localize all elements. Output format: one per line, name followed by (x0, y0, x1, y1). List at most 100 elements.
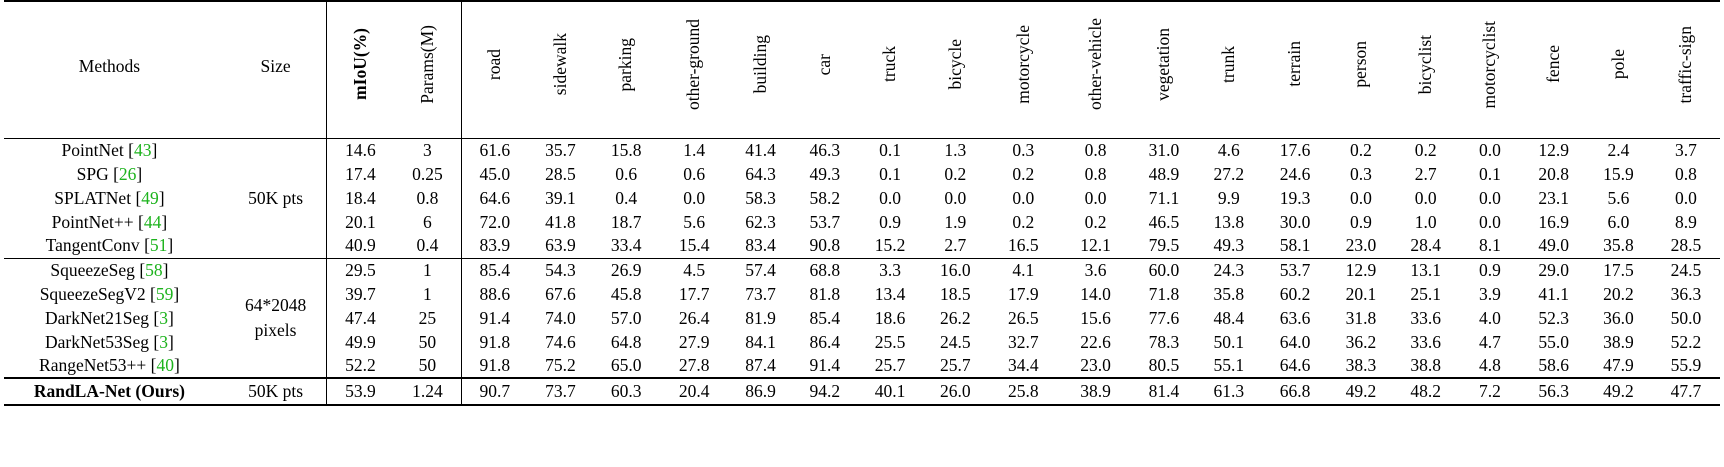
class-iou-cell: 0.0 (879, 187, 901, 208)
class-iou-cell: 50.1 (1213, 331, 1245, 352)
class-iou-cell: 0.0 (1350, 187, 1372, 208)
size-label: pixels (254, 319, 297, 340)
class-iou-cell: 81.8 (809, 283, 841, 304)
method-label: DarkNet21Seg (45, 307, 150, 328)
class-iou-cell: 4.0 (1479, 307, 1501, 328)
table-row: DarkNet53Seg [3] 49.9 50 91.8 74.6 64.8 27.9 84… (4, 330, 1720, 354)
citation-link[interactable]: 40 (156, 355, 174, 375)
class-iou-cell: 53.7 (809, 211, 841, 232)
method-name: DarkNet53Seg [3] (45, 331, 174, 352)
class-iou-cell: 14.0 (1080, 283, 1111, 304)
class-iou-cell: 35.8 (1603, 235, 1634, 256)
size-label: 50K pts (248, 187, 304, 208)
header-truck: truck (857, 0, 923, 139)
class-iou-cell: 52.2 (1670, 331, 1702, 352)
miou-cell: 40.9 (345, 235, 376, 256)
class-iou-cell: 57.4 (729, 257, 792, 282)
class-iou-cell: 25.1 (1410, 283, 1442, 304)
class-iou-cell: 45.0 (479, 163, 511, 184)
params-cell: 3 (393, 138, 463, 162)
class-iou-cell: 77.6 (1148, 307, 1180, 328)
citation-link[interactable]: 3 (159, 331, 168, 352)
class-iou-cell: 91.4 (809, 355, 841, 375)
class-iou-cell: 91.8 (479, 355, 511, 375)
methods-header: Methods (4, 0, 225, 139)
class-iou-cell: 33.6 (1410, 331, 1442, 352)
class-iou-cell: 60.2 (1279, 283, 1311, 304)
class-iou-cell: 6.0 (1607, 211, 1630, 232)
class-iou-cell: 0.4 (615, 187, 638, 208)
class-iou-cell: 26.2 (940, 307, 971, 328)
class-iou-cell: 18.7 (610, 211, 642, 232)
class-iou-cell: 16.0 (922, 257, 989, 282)
class-iou-cell: 8.1 (1479, 235, 1501, 256)
class-iou-cell: 88.6 (479, 283, 511, 304)
class-iou-cell: 0.2 (1012, 211, 1035, 232)
header-label: fence (1542, 45, 1563, 84)
class-iou-cell: 7.2 (1457, 377, 1523, 406)
miou-cell: 17.4 (345, 163, 376, 184)
citation-link[interactable]: 3 (159, 307, 168, 328)
class-iou-cell: 71.8 (1148, 283, 1180, 304)
header-other-ground: other-ground (659, 0, 730, 139)
size-header: Size (224, 0, 328, 139)
method-label: RandLA-Net (Ours) (33, 381, 186, 401)
citation-link[interactable]: 51 (149, 235, 168, 256)
class-iou-cell: 55.0 (1538, 331, 1569, 352)
class-iou-cell: 64.3 (745, 163, 776, 184)
class-iou-cell: 32.7 (1007, 331, 1039, 352)
class-iou-cell: 63.6 (1279, 307, 1311, 328)
citation-link[interactable]: 26 (118, 163, 137, 184)
class-iou-cell: 79.5 (1148, 235, 1180, 256)
header-params-m: Params(M) (393, 0, 463, 139)
class-iou-cell: 94.2 (791, 377, 858, 406)
class-iou-cell: 0.0 (1479, 139, 1501, 160)
header-label: terrain (1284, 41, 1305, 88)
class-iou-cell: 55.1 (1213, 355, 1245, 375)
class-iou-cell: 53.7 (1262, 257, 1329, 282)
class-iou-cell: 0.0 (1479, 211, 1501, 232)
citation-link[interactable]: 58 (145, 259, 163, 280)
method-name: PointNet++ [44] (51, 211, 168, 232)
class-iou-cell: 28.5 (545, 163, 576, 184)
citation-link[interactable]: 59 (155, 283, 174, 304)
header-label: person (1350, 40, 1371, 88)
class-iou-cell: 31.0 (1148, 139, 1180, 160)
class-iou-cell: 15.6 (1080, 307, 1111, 328)
class-iou-cell: 20.8 (1538, 163, 1569, 184)
class-iou-cell: 25.8 (988, 377, 1059, 406)
class-iou-cell: 67.6 (545, 283, 576, 304)
class-iou-cell: 0.2 (1084, 211, 1107, 232)
class-iou-cell: 49.3 (1213, 235, 1245, 256)
class-iou-cell: 1.3 (944, 139, 967, 160)
method-name: SqueezeSegV2 [59] (39, 283, 180, 304)
table-row: RangeNet53++ [40] 52.2 50 91.8 75.2 65.0 27.8 8… (4, 354, 1720, 378)
citation-link[interactable]: 49 (141, 187, 159, 208)
class-iou-cell: 0.2 (1012, 163, 1035, 184)
class-iou-cell: 33.6 (1410, 307, 1442, 328)
class-iou-cell: 36.0 (1603, 307, 1634, 328)
class-iou-cell: 29.0 (1522, 257, 1585, 282)
table-row: SqueezeSeg [58] 64*2048 pixels 29.5 1 85.4 54.… (4, 257, 1720, 378)
header-label: sidewalk (549, 33, 570, 96)
class-iou-cell: 75.2 (545, 355, 576, 375)
class-iou-cell: 30.0 (1279, 211, 1311, 232)
class-iou-cell: 49.2 (1328, 377, 1394, 406)
params-cell: 25 (393, 306, 463, 330)
class-iou-cell: 26.0 (922, 377, 989, 406)
header-vegetation: vegetation (1132, 0, 1196, 139)
class-iou-cell: 71.1 (1148, 187, 1180, 208)
class-iou-cell: 0.8 (1674, 163, 1697, 184)
header-bicyclist: bicyclist (1393, 0, 1458, 139)
class-iou-cell: 66.8 (1262, 377, 1329, 406)
class-iou-cell: 15.4 (678, 235, 710, 256)
class-iou-cell: 0.0 (683, 187, 706, 208)
method-name: TangentConv [51] (45, 235, 174, 256)
class-iou-cell: 65.0 (610, 355, 642, 375)
class-iou-cell: 56.3 (1522, 377, 1585, 406)
header-label: trunk (1218, 45, 1238, 83)
class-iou-cell: 68.8 (791, 257, 858, 282)
citation-link[interactable]: 44 (143, 211, 162, 232)
class-iou-cell: 2.4 (1607, 139, 1630, 160)
citation-link[interactable]: 43 (133, 139, 152, 160)
